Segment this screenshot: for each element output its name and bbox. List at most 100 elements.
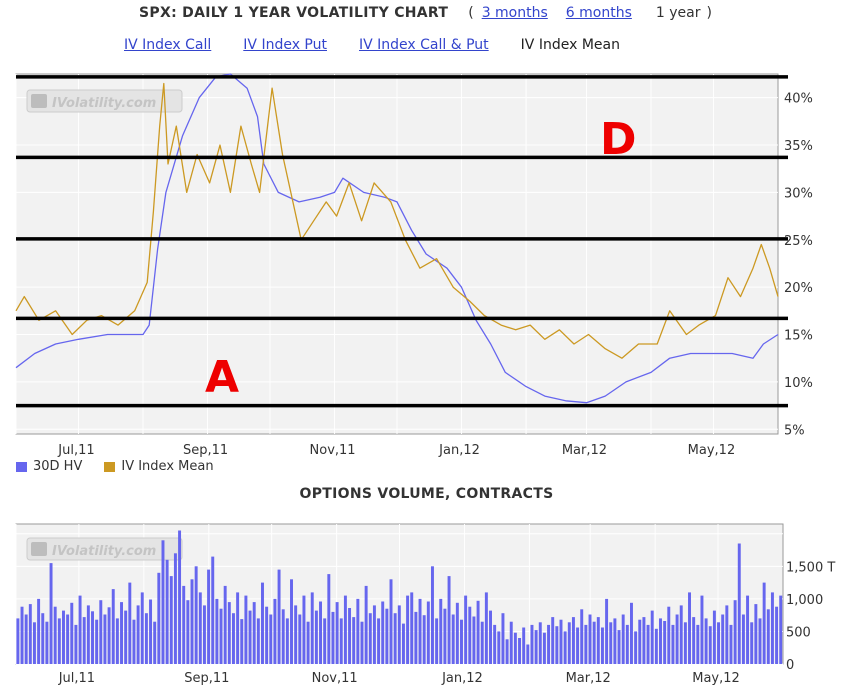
volume-bar bbox=[667, 606, 671, 664]
volume-bar bbox=[190, 579, 194, 664]
volume-bar bbox=[663, 621, 667, 664]
volume-bar bbox=[542, 632, 546, 664]
iv-index-tabs: IV Index Call IV Index Put IV Index Call… bbox=[124, 37, 620, 53]
volume-bar bbox=[758, 618, 762, 664]
volume-bar bbox=[327, 574, 331, 664]
volume-y-tick-label: 1,500 T bbox=[786, 560, 835, 575]
volume-bar bbox=[269, 614, 273, 664]
volume-bar bbox=[41, 613, 45, 664]
volume-bar bbox=[157, 572, 161, 664]
volume-bar bbox=[430, 566, 434, 664]
volume-bar bbox=[323, 618, 327, 664]
volume-bar bbox=[617, 630, 621, 664]
volume-bar bbox=[451, 614, 455, 664]
volatility-y-axis: 5% 10% 15% 20% 25% 30% 35% 40% bbox=[784, 92, 813, 439]
volatility-x-axis: Jul,11 Sep,11 Nov,11 Jan,12 Mar,12 May,12 bbox=[57, 443, 735, 458]
volume-bar bbox=[505, 639, 509, 664]
volume-bar bbox=[194, 566, 198, 664]
volume-bar bbox=[144, 613, 148, 664]
volume-bar bbox=[285, 618, 289, 664]
range-link-6-months[interactable]: 6 months bbox=[565, 5, 632, 21]
volume-bar bbox=[750, 622, 754, 664]
volume-bar bbox=[319, 601, 322, 664]
volume-bar bbox=[207, 569, 211, 664]
volume-bar bbox=[501, 613, 505, 664]
volume-bar bbox=[401, 623, 405, 664]
tab-iv-index-call-put[interactable]: IV Index Call & Put bbox=[359, 37, 489, 53]
range-link-3-months[interactable]: 3 months bbox=[481, 5, 548, 21]
volume-bar bbox=[302, 595, 306, 664]
volume-bar bbox=[530, 624, 534, 664]
watermark-text: IVolatility.com bbox=[52, 96, 156, 111]
volume-bar bbox=[62, 610, 65, 664]
volume-bar bbox=[393, 613, 397, 664]
volume-bar bbox=[215, 598, 219, 664]
volume-bar bbox=[700, 595, 704, 664]
volume-x-tick-label: Mar,12 bbox=[566, 671, 611, 686]
range-current-1-year: 1 year bbox=[655, 5, 701, 21]
volume-bar bbox=[675, 614, 679, 664]
volume-bar bbox=[306, 621, 310, 664]
paren-close: ) bbox=[706, 5, 712, 21]
volume-bar bbox=[136, 605, 140, 664]
volume-bar bbox=[377, 618, 381, 664]
band-lines bbox=[16, 75, 788, 408]
volume-bar bbox=[547, 624, 551, 664]
volume-y-tick-label: 0 bbox=[786, 658, 794, 673]
volume-bar bbox=[124, 610, 128, 664]
volume-bar bbox=[746, 595, 750, 664]
volume-bar bbox=[202, 605, 206, 664]
volume-bar bbox=[78, 595, 82, 664]
volume-chart: IVolatility.com 0 500 1,000 1,500 T Jul,11 S… bbox=[15, 523, 835, 686]
volume-bar bbox=[348, 608, 352, 664]
volume-bar bbox=[712, 610, 716, 664]
volume-bar bbox=[721, 614, 725, 664]
x-tick-label: Sep,11 bbox=[183, 443, 228, 458]
y-tick-label: 25% bbox=[784, 234, 813, 249]
volume-bar bbox=[688, 592, 691, 664]
volume-bar bbox=[231, 613, 235, 664]
volume-x-axis: Jul,11 Sep,11 Nov,11 Jan,12 Mar,12 May,12 bbox=[58, 671, 740, 686]
volume-bar bbox=[559, 619, 563, 664]
volume-bar bbox=[45, 621, 49, 664]
chart-header: SPX: DAILY 1 YEAR VOLATILITY CHART ( 3 m… bbox=[0, 5, 853, 27]
volume-bar bbox=[526, 644, 530, 664]
y-tick-label: 20% bbox=[784, 281, 813, 296]
volume-bar bbox=[140, 592, 144, 664]
volume-bar bbox=[497, 631, 501, 664]
y-tick-label: 5% bbox=[784, 423, 805, 438]
volume-bar bbox=[331, 611, 335, 664]
volume-bar bbox=[32, 622, 36, 664]
volume-bar bbox=[509, 621, 513, 664]
volume-bar bbox=[609, 622, 613, 664]
x-tick-label: May,12 bbox=[688, 443, 736, 458]
tab-iv-index-put[interactable]: IV Index Put bbox=[243, 37, 327, 53]
volume-bar bbox=[360, 621, 364, 664]
volume-bar bbox=[99, 600, 103, 664]
tab-iv-index-mean: IV Index Mean bbox=[520, 37, 620, 53]
volume-bar bbox=[435, 618, 439, 664]
volume-x-tick-label: Jan,12 bbox=[441, 671, 483, 686]
volume-bar bbox=[153, 621, 157, 664]
watermark-logo: IVolatility.com bbox=[26, 89, 183, 113]
volume-bar bbox=[314, 610, 318, 664]
volume-chart-title: OPTIONS VOLUME, CONTRACTS bbox=[299, 486, 554, 502]
volume-bar bbox=[406, 595, 410, 664]
volume-bar bbox=[372, 605, 376, 664]
volume-y-tick-label: 500 bbox=[786, 625, 811, 640]
y-tick-label: 40% bbox=[784, 92, 813, 107]
volume-bar bbox=[563, 631, 567, 664]
volume-bar bbox=[683, 622, 687, 664]
volume-bar bbox=[476, 600, 480, 664]
volume-bar bbox=[236, 592, 240, 664]
volume-bar bbox=[447, 576, 451, 664]
volatility-legend: 30D HV IV Index Mean bbox=[16, 459, 214, 474]
volume-bar bbox=[741, 614, 745, 664]
tab-iv-index-call[interactable]: IV Index Call bbox=[124, 37, 212, 53]
volume-x-tick-label: May,12 bbox=[692, 671, 740, 686]
volume-bar bbox=[584, 624, 588, 664]
volatility-grid bbox=[15, 74, 778, 434]
legend-item-iv-index-mean: IV Index Mean bbox=[104, 459, 214, 474]
volume-x-tick-label: Nov,11 bbox=[312, 671, 358, 686]
volume-bar bbox=[223, 585, 227, 664]
